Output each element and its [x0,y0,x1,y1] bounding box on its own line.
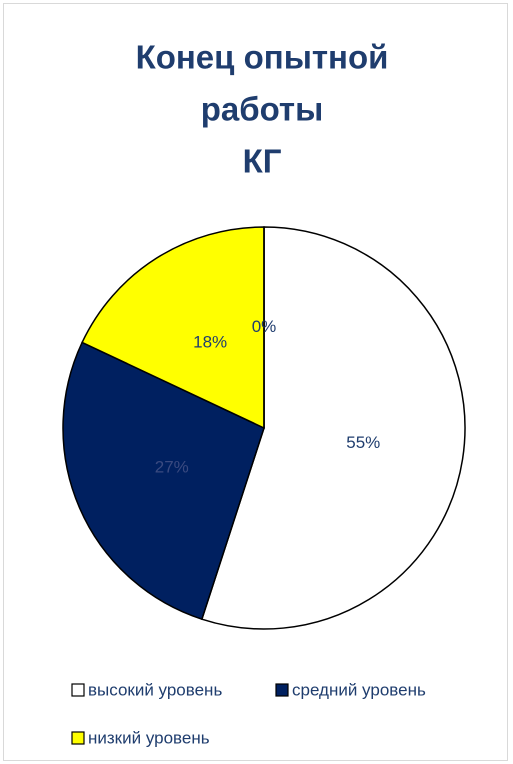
pie-slice [62,341,265,621]
chart-title: Конец опытной [136,39,389,76]
data-label: 55% [346,433,380,452]
chart-title: КГ [243,143,282,180]
legend-label: высокий уровень [88,680,222,699]
pie-slice [81,226,265,430]
legend-swatch [71,683,85,697]
data-label: 27% [155,457,189,476]
pie-slice [200,226,466,630]
legend-label: средний уровень [292,680,426,699]
legend-swatch [71,731,85,745]
data-label: 0% [252,317,277,336]
data-label: 18% [193,333,227,352]
chart-title: работы [201,91,324,128]
legend-swatch [275,683,289,697]
legend-label: низкий уровень [88,728,210,747]
